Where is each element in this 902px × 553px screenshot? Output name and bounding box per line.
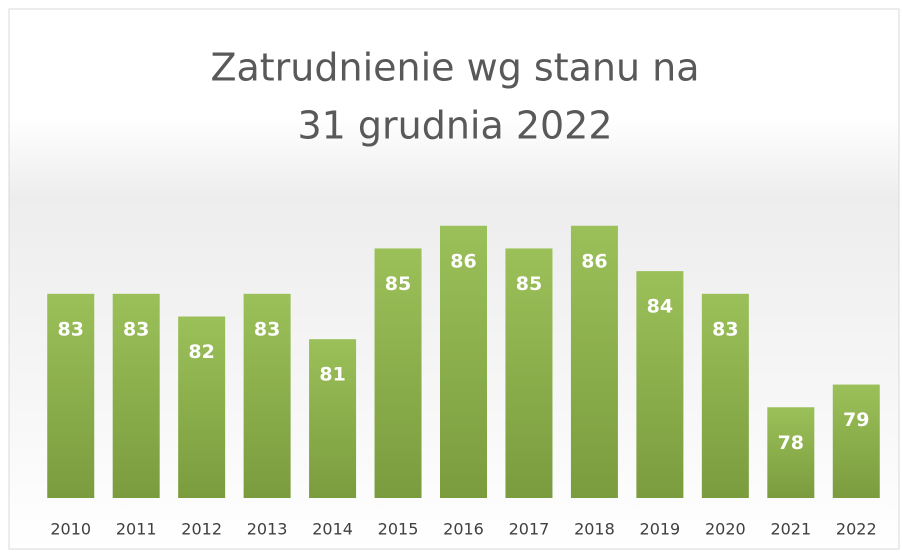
value-label: 84 xyxy=(647,296,673,318)
x-tick-label: 2022 xyxy=(836,520,877,539)
x-tick-label: 2018 xyxy=(574,520,615,539)
value-label: 82 xyxy=(188,341,214,363)
chart-title: Zatrudnienie wg stanu na xyxy=(210,46,699,90)
bar xyxy=(767,407,815,498)
x-tick-label: 2016 xyxy=(443,520,484,539)
chart-title: 31 grudnia 2022 xyxy=(297,104,612,148)
bar xyxy=(243,293,291,498)
bar xyxy=(505,248,553,498)
bar xyxy=(570,225,618,498)
value-label: 83 xyxy=(58,318,84,340)
x-tick-label: 2014 xyxy=(312,520,353,539)
value-label: 85 xyxy=(516,273,542,295)
bar xyxy=(374,248,422,498)
x-tick-label: 2019 xyxy=(640,520,681,539)
bar xyxy=(636,271,684,498)
value-label: 83 xyxy=(123,318,149,340)
value-label: 79 xyxy=(843,409,869,431)
value-label: 81 xyxy=(319,364,345,386)
x-tick-label: 2021 xyxy=(770,520,811,539)
x-tick-label: 2013 xyxy=(247,520,288,539)
value-label: 86 xyxy=(581,250,607,272)
x-tick-label: 2015 xyxy=(378,520,419,539)
value-label: 85 xyxy=(385,273,411,295)
bar xyxy=(178,316,226,498)
x-tick-label: 2017 xyxy=(509,520,550,539)
bar xyxy=(309,339,357,498)
bar xyxy=(47,293,95,498)
value-label: 78 xyxy=(778,432,804,454)
value-label: 83 xyxy=(712,318,738,340)
bar xyxy=(112,293,160,498)
x-tick-label: 2010 xyxy=(50,520,91,539)
x-tick-label: 2012 xyxy=(181,520,222,539)
bar xyxy=(440,225,487,498)
value-label: 83 xyxy=(254,318,280,340)
bar xyxy=(701,293,749,498)
x-tick-label: 2020 xyxy=(705,520,746,539)
bar xyxy=(832,384,880,498)
x-tick-label: 2011 xyxy=(116,520,157,539)
value-label: 86 xyxy=(450,250,476,272)
